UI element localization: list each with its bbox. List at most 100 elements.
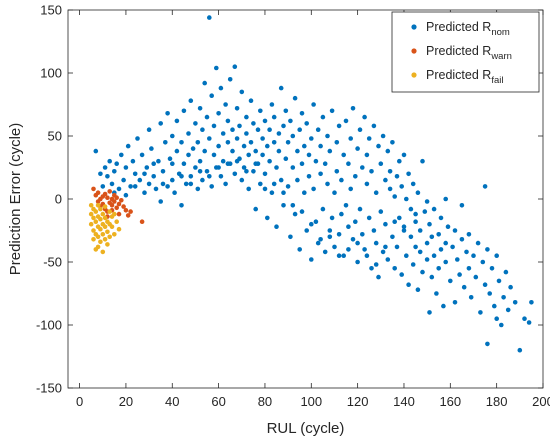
data-point-nom <box>262 186 268 192</box>
data-point-nom <box>125 143 131 149</box>
data-point-nom <box>216 111 221 116</box>
data-point-nom <box>487 291 493 296</box>
data-point-nom <box>522 316 527 322</box>
data-point-nom <box>336 232 342 237</box>
data-point-nom <box>343 118 349 124</box>
data-point-nom <box>397 215 402 221</box>
data-point-nom <box>431 206 437 212</box>
x-tick-label: 100 <box>300 394 322 409</box>
data-point-nom <box>225 118 231 124</box>
data-point-nom <box>258 108 263 114</box>
legend-marker <box>411 24 417 30</box>
data-point-nom <box>209 184 214 189</box>
data-point-nom <box>218 85 224 91</box>
data-point-nom <box>295 177 300 183</box>
data-point-nom <box>197 158 203 164</box>
data-point-fail <box>112 211 117 217</box>
data-point-warn <box>105 195 110 200</box>
data-point-nom <box>341 152 347 158</box>
data-point-nom <box>355 146 360 151</box>
data-point-nom <box>427 310 432 315</box>
data-point-nom <box>320 206 326 212</box>
legend: Predicted Rnom Predicted Rwarn Predicted R… <box>391 11 540 93</box>
data-point-nom <box>200 177 205 183</box>
data-point-nom <box>109 181 115 187</box>
data-point-nom <box>142 190 147 195</box>
y-tick-label: -100 <box>36 318 62 333</box>
data-point-fail <box>88 211 94 217</box>
x-axis-title: RUL (cycle) <box>267 420 345 437</box>
data-point-nom <box>334 169 340 174</box>
data-point-nom <box>267 158 272 164</box>
data-point-nom <box>271 114 277 120</box>
data-point-nom <box>139 152 145 158</box>
data-point-fail <box>109 224 115 229</box>
data-point-nom <box>239 89 245 95</box>
data-point-nom <box>255 127 261 132</box>
data-point-nom <box>383 244 388 250</box>
data-point-nom <box>251 121 256 126</box>
data-point-nom <box>183 181 189 187</box>
data-point-nom <box>353 174 358 179</box>
data-point-nom <box>387 186 393 192</box>
data-point-nom <box>394 244 400 250</box>
data-point-nom <box>225 140 231 145</box>
data-point-nom <box>494 253 500 258</box>
data-point-nom <box>214 65 219 71</box>
data-point-nom <box>429 274 435 280</box>
data-point-nom <box>135 136 140 141</box>
data-point-nom <box>220 131 226 136</box>
data-point-nom <box>413 244 418 250</box>
data-point-nom <box>285 184 291 189</box>
data-point-warn <box>107 189 112 194</box>
data-point-nom <box>505 307 511 313</box>
data-point-nom <box>392 266 398 271</box>
x-tick-label: 0 <box>76 394 83 409</box>
data-point-fail <box>93 219 99 224</box>
data-point-nom <box>299 209 305 214</box>
data-point-nom <box>160 181 166 187</box>
data-point-nom <box>357 206 363 212</box>
data-point-nom <box>461 284 467 290</box>
data-point-nom <box>322 161 328 166</box>
data-point-nom <box>163 140 168 145</box>
data-point-nom <box>220 158 226 164</box>
data-point-nom <box>98 171 103 177</box>
data-point-nom <box>336 253 342 258</box>
data-point-nom <box>360 165 365 170</box>
data-point-nom <box>121 177 126 183</box>
data-point-fail <box>105 229 110 235</box>
data-point-nom <box>123 165 129 170</box>
data-point-fail <box>102 204 108 209</box>
data-point-nom <box>116 186 122 192</box>
data-point-nom <box>529 300 534 305</box>
data-point-nom <box>445 224 451 229</box>
data-point-fail <box>112 232 117 237</box>
data-point-nom <box>404 196 409 202</box>
data-point-nom <box>207 15 212 20</box>
x-tick-label: 140 <box>393 394 415 409</box>
data-point-nom <box>448 278 453 284</box>
data-point-nom <box>371 123 377 129</box>
data-point-nom <box>512 300 518 305</box>
y-tick-label: -50 <box>43 255 62 270</box>
y-tick-label: -150 <box>36 381 62 396</box>
data-point-nom <box>223 181 228 187</box>
data-point-nom <box>387 169 393 174</box>
data-point-nom <box>332 244 337 250</box>
data-point-nom <box>179 140 184 145</box>
legend-marker <box>411 72 417 78</box>
data-point-warn <box>102 191 108 197</box>
data-point-nom <box>123 192 129 198</box>
data-point-nom <box>357 127 363 132</box>
data-point-fail <box>88 203 94 208</box>
data-point-nom <box>415 190 421 195</box>
data-point-nom <box>327 148 333 154</box>
data-point-nom <box>193 165 198 170</box>
data-point-nom <box>165 184 170 189</box>
data-point-nom <box>269 190 275 195</box>
data-point-nom <box>355 240 360 246</box>
x-tick-label: 60 <box>211 394 225 409</box>
